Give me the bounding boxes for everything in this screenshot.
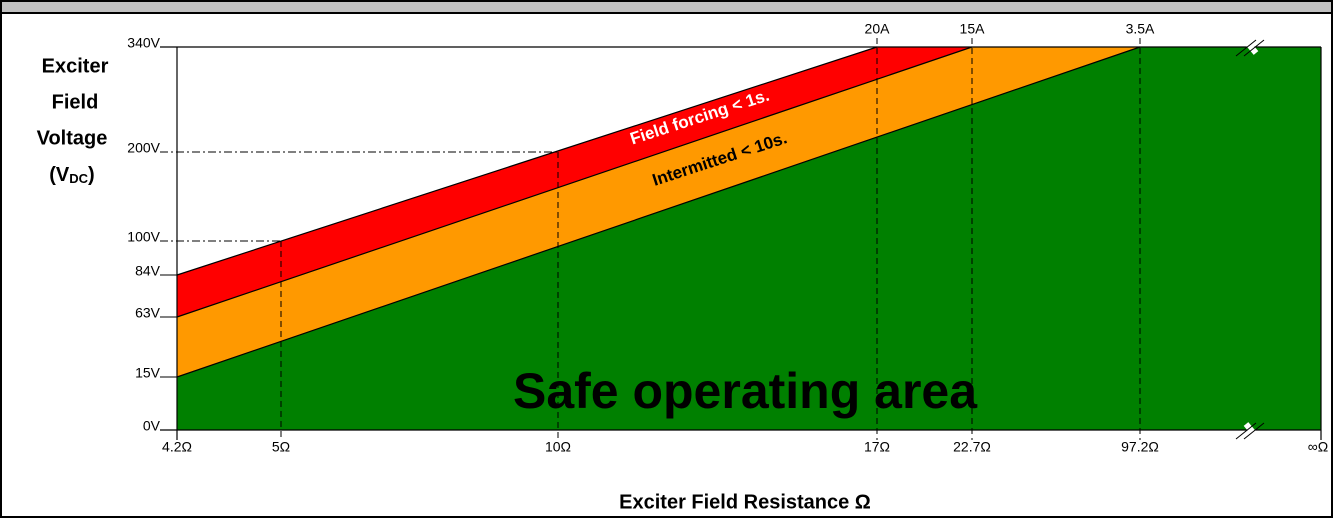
x-tick-label: 5Ω xyxy=(272,439,290,455)
current-label: 3.5A xyxy=(1126,21,1155,37)
outlines xyxy=(160,46,1322,440)
y-tick-label: 0V xyxy=(143,418,161,434)
unit-open: (V xyxy=(49,164,70,186)
y-axis-unit: (VDC) xyxy=(49,164,94,186)
y-axis-label: Voltage xyxy=(37,127,108,149)
y-tick-label: 200V xyxy=(127,140,160,156)
y-tick-label: 84V xyxy=(135,263,161,279)
x-tick-label: 97.2Ω xyxy=(1121,439,1159,455)
axis-break xyxy=(1243,39,1259,438)
y-tick-label: 100V xyxy=(127,229,160,245)
green-region xyxy=(177,47,1321,430)
unit-sub: DC xyxy=(69,171,88,186)
tick-marks xyxy=(160,274,177,378)
dashed-lines xyxy=(280,38,1141,440)
current-label: 15A xyxy=(960,21,986,37)
axis-break-marks xyxy=(1235,39,1265,440)
y-tick-label: 15V xyxy=(135,365,161,381)
x-tick-label: 22.7Ω xyxy=(953,439,991,455)
y-axis-label: Field xyxy=(52,91,99,113)
title-bar xyxy=(0,0,1333,14)
x-tick-label: ∞Ω xyxy=(1308,439,1328,455)
current-label: 20A xyxy=(865,21,891,37)
y-axis-label: Exciter xyxy=(42,55,109,77)
x-axis-label: Exciter Field Resistance Ω xyxy=(619,491,871,513)
x-tick-label: 10Ω xyxy=(545,439,571,455)
dash-dot-lines xyxy=(160,151,558,242)
y-tick-label: 63V xyxy=(135,305,161,321)
green-region-label: Safe operating area xyxy=(513,363,978,419)
x-tick-label: 17Ω xyxy=(864,439,890,455)
unit-close: ) xyxy=(88,164,95,186)
x-tick-label: 4.2Ω xyxy=(162,439,192,455)
y-tick-label: 340V xyxy=(127,35,160,51)
